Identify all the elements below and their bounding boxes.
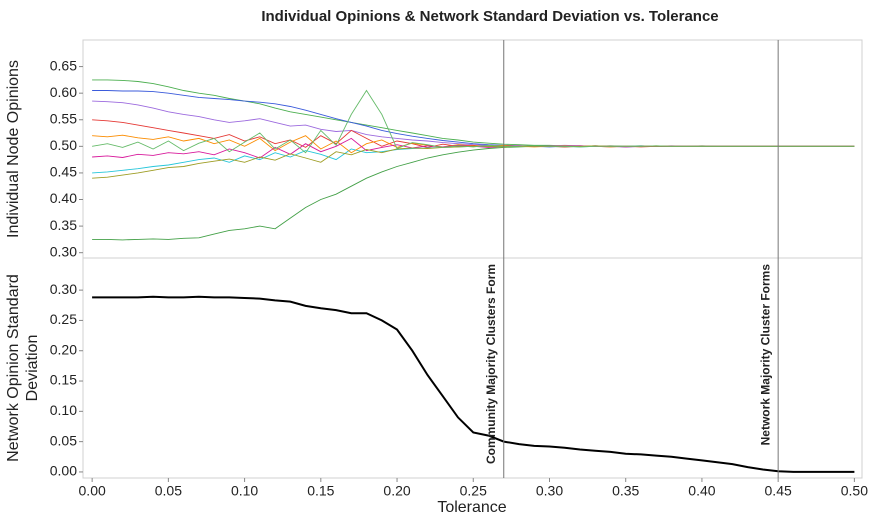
x-tick-label: 0.20 bbox=[383, 483, 410, 499]
x-tick-label: 0.15 bbox=[307, 483, 334, 499]
plot-frame bbox=[82, 39, 863, 259]
y-tick-label: 0.20 bbox=[50, 341, 77, 357]
x-tick-label: 0.35 bbox=[612, 483, 639, 499]
x-axis-label: Tolerance bbox=[437, 499, 506, 516]
y-axis-label: Deviation bbox=[24, 335, 41, 402]
y-tick-label: 0.45 bbox=[50, 164, 77, 180]
y-axis-label: Individual Node Opinions bbox=[5, 60, 22, 238]
y-tick-label: 0.15 bbox=[50, 372, 77, 388]
y-tick-label: 0.35 bbox=[50, 217, 77, 233]
y-tick-label: 0.00 bbox=[50, 463, 77, 479]
x-tick-label: 0.00 bbox=[79, 483, 106, 499]
series-line bbox=[92, 100, 855, 148]
y-tick-label: 0.25 bbox=[50, 311, 77, 327]
y-tick-label: 0.05 bbox=[50, 432, 77, 448]
x-tick-label: 0.10 bbox=[231, 483, 258, 499]
y-tick-label: 0.60 bbox=[50, 84, 77, 100]
series-line bbox=[92, 295, 855, 473]
y-tick-label: 0.10 bbox=[50, 402, 77, 418]
y-tick-label: 0.65 bbox=[50, 57, 77, 73]
annotation-label: Community Majority Clusters Form bbox=[484, 264, 498, 464]
y-axis-label: Network Opinion Standard bbox=[5, 274, 22, 462]
series-line bbox=[92, 145, 855, 241]
series-line bbox=[92, 90, 855, 148]
y-tick-label: 0.50 bbox=[50, 137, 77, 153]
x-tick-label: 0.40 bbox=[688, 483, 715, 499]
chart-title: Individual Opinions & Network Standard D… bbox=[261, 8, 718, 25]
series-line bbox=[92, 89, 855, 154]
x-tick-label: 0.50 bbox=[841, 483, 868, 499]
y-tick-label: 0.40 bbox=[50, 190, 77, 206]
x-tick-label: 0.30 bbox=[536, 483, 563, 499]
annotation-label: Network Majority Cluster Forms bbox=[758, 264, 772, 446]
plot-frame bbox=[82, 257, 863, 479]
y-tick-label: 0.30 bbox=[50, 281, 77, 297]
y-tick-label: 0.30 bbox=[50, 243, 77, 259]
series-line bbox=[92, 145, 855, 179]
x-tick-label: 0.05 bbox=[155, 483, 182, 499]
x-tick-label: 0.45 bbox=[765, 483, 792, 499]
y-tick-label: 0.55 bbox=[50, 110, 77, 126]
series-line bbox=[92, 79, 855, 147]
x-tick-label: 0.25 bbox=[460, 483, 487, 499]
